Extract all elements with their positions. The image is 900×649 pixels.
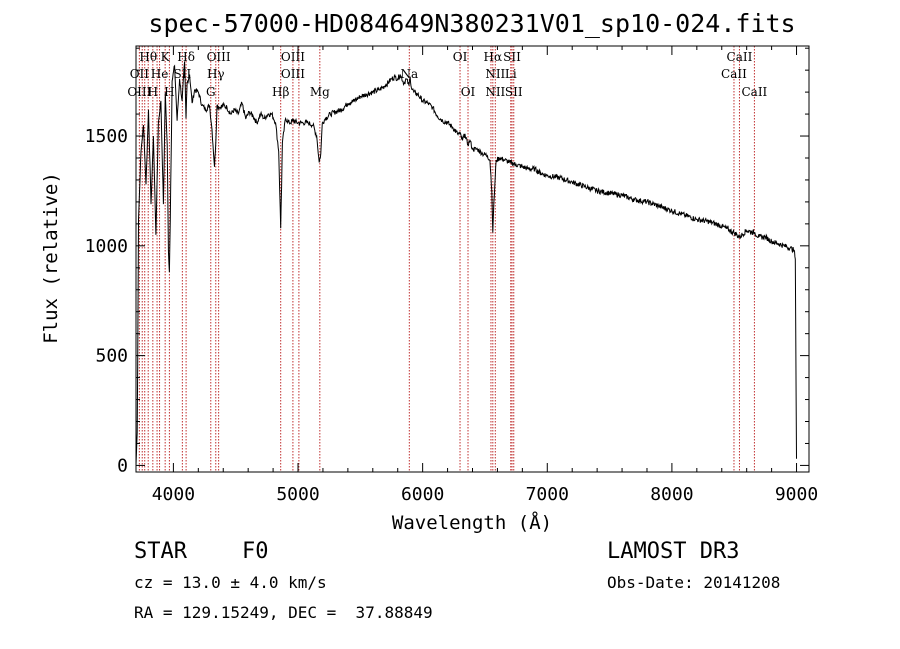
line-label: OIII [281, 67, 305, 81]
x-axis-ticks: 4000 5000 6000 7000 8000 9000 [152, 46, 818, 505]
line-label: SII [505, 85, 523, 99]
coordinates-readout: RA = 129.15249, DEC = 37.88849 [134, 603, 433, 622]
line-label: G [206, 85, 216, 99]
y-axis-ticks: 0 500 1000 1500 [85, 47, 809, 476]
redshift-readout: cz = 13.0 ± 4.0 km/s [134, 573, 327, 592]
line-label: SII [503, 50, 521, 64]
line-label: NII [485, 67, 505, 81]
y-tick-label: 500 [95, 346, 128, 367]
y-axis-label: Flux (relative) [40, 172, 62, 344]
line-label: OI [453, 50, 468, 64]
line-label: OI [461, 85, 476, 99]
survey-label: LAMOST DR3 [607, 539, 740, 564]
line-label: OIII [281, 50, 305, 64]
line-label: Hδ [177, 50, 195, 64]
line-label: NII [485, 85, 505, 99]
y-tick-label: 1500 [85, 126, 128, 147]
spectrum-line [135, 61, 797, 466]
x-tick-label: 7000 [526, 484, 569, 505]
object-subclass: F0 [242, 539, 269, 564]
object-class: STAR [134, 539, 187, 564]
line-label: OII [130, 67, 150, 81]
line-label: Na [400, 67, 418, 81]
line-label: CaII [721, 67, 747, 81]
line-markers [138, 46, 755, 472]
line-label: K [161, 50, 171, 64]
chart-title: spec-57000-HD084649N380231V01_sp10-024.f… [148, 9, 795, 38]
x-axis-label: Wavelength (Å) [392, 511, 552, 534]
line-label: Mg [310, 85, 330, 99]
line-label: CaII [727, 50, 753, 64]
line-label: He [151, 67, 169, 81]
line-label: SII [174, 67, 192, 81]
x-tick-label: 8000 [650, 484, 693, 505]
y-tick-label: 1000 [85, 236, 128, 257]
line-label: Hθ [139, 50, 157, 64]
line-label: H [148, 85, 158, 99]
line-label: H [164, 85, 174, 99]
obs-date: Obs-Date: 20141208 [607, 573, 781, 592]
x-tick-label: 9000 [775, 484, 818, 505]
x-tick-label: 5000 [276, 484, 319, 505]
line-label: OIII [207, 50, 231, 64]
line-label: Hα [484, 50, 503, 64]
x-tick-label: 4000 [152, 484, 195, 505]
line-label: Hγ [207, 67, 225, 81]
line-label: Li [505, 67, 517, 81]
x-tick-label: 6000 [401, 484, 444, 505]
line-label: CaII [741, 85, 767, 99]
y-tick-label: 0 [117, 455, 128, 476]
line-label: Hβ [272, 85, 289, 99]
